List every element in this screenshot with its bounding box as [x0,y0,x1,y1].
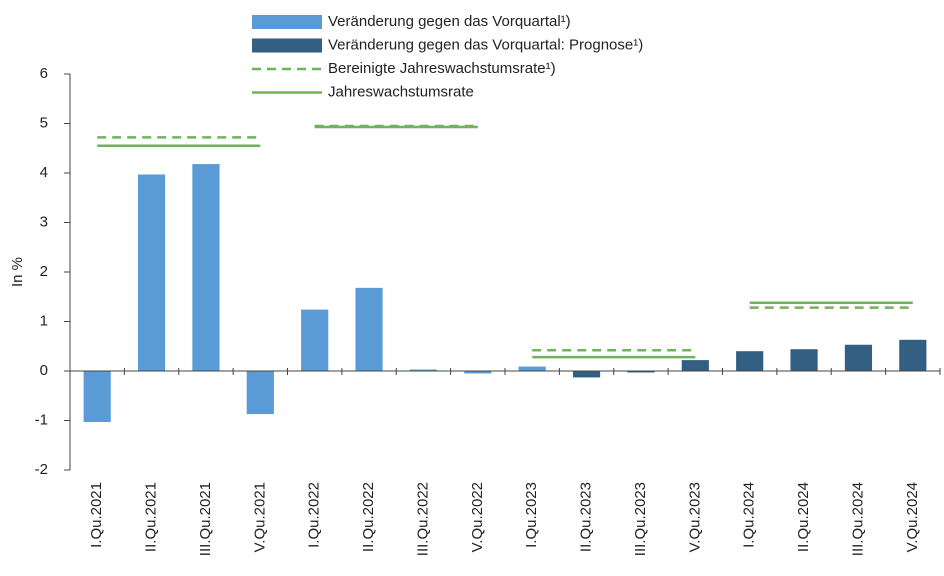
x-tick-label: V.Qu.2022 [469,482,486,552]
bar [844,344,873,371]
bar [137,174,166,371]
x-tick-label: I.Qu.2024 [741,482,758,548]
legend-label: Bereinigte Jahreswachstumsrate¹) [328,60,556,77]
x-tick-label: III.Qu.2023 [632,482,649,556]
x-tick-label: II.Qu.2022 [360,482,377,552]
legend-label: Veränderung gegen das Vorquartal¹) [328,13,571,30]
bar [83,371,111,422]
x-tick-label: III.Qu.2021 [197,482,214,556]
y-tick-label: 6 [40,65,48,82]
x-tick-label: V.Qu.2024 [904,482,921,552]
x-tick-label: I.Qu.2022 [306,482,323,548]
y-axis-label: In % [9,257,26,287]
y-tick-label: -2 [35,461,48,478]
bar [246,371,274,415]
y-tick-label: -1 [35,411,48,428]
y-tick-label: 4 [40,164,48,181]
bar [899,339,927,371]
x-tick-label: II.Qu.2024 [795,482,812,552]
bar [192,164,220,371]
y-tick-label: 5 [40,114,48,131]
legend-label: Jahreswachstumsrate [328,83,474,100]
legend-label: Veränderung gegen das Vorquartal: Progno… [328,36,643,53]
x-tick-label: V.Qu.2023 [686,482,703,552]
y-tick-label: 1 [40,312,48,329]
bar [572,371,601,378]
bar [301,309,329,371]
bar [464,371,492,374]
bar [681,360,709,371]
y-tick-label: 3 [40,213,48,230]
bar [409,369,438,371]
bar [518,366,546,371]
bar [736,351,764,371]
x-tick-label: V.Qu.2021 [251,482,268,552]
x-tick-label: II.Qu.2021 [143,482,160,552]
bar [355,287,383,371]
y-tick-label: 0 [40,362,48,379]
x-tick-label: III.Qu.2024 [849,482,866,556]
legend-swatch [252,15,322,29]
legend-swatch [252,38,322,53]
bar [790,349,818,371]
x-tick-label: III.Qu.2022 [414,482,431,556]
y-tick-label: 2 [40,263,48,280]
bar [627,371,655,373]
x-tick-label: I.Qu.2021 [88,482,105,548]
x-tick-label: I.Qu.2023 [523,482,540,548]
x-tick-label: II.Qu.2023 [578,482,595,552]
